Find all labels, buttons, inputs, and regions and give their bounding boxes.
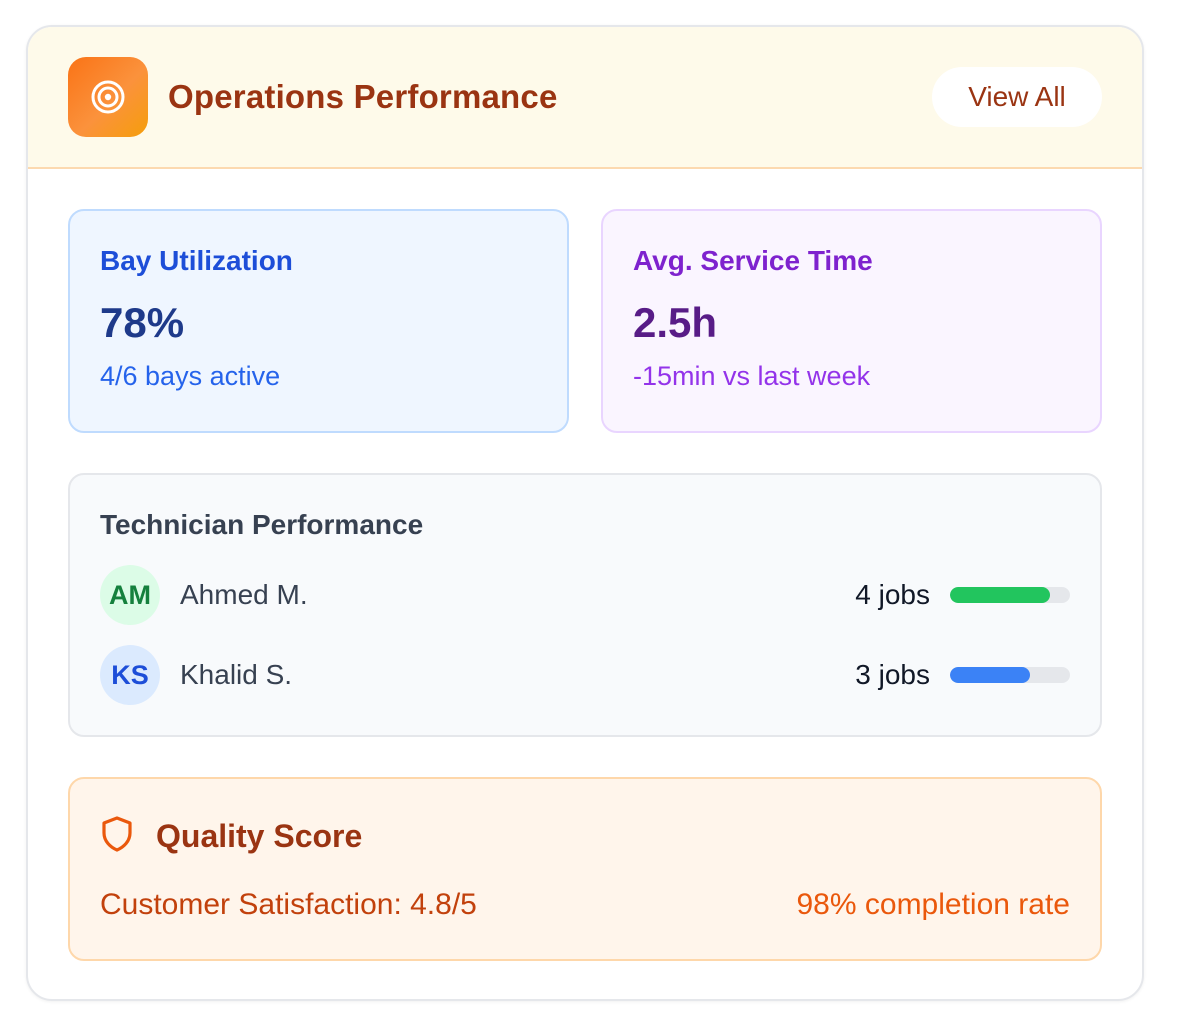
progress-bar-track xyxy=(950,667,1070,683)
card-body: Bay Utilization 78% 4/6 bays active Avg.… xyxy=(28,169,1142,961)
progress-bar-fill xyxy=(950,587,1050,603)
stat-value: 2.5h xyxy=(633,299,718,346)
progress-bar-track xyxy=(950,587,1070,603)
jobs-count: 3 jobs xyxy=(855,659,930,690)
jobs-count: 4 jobs xyxy=(855,579,930,610)
card-header: Operations Performance View All xyxy=(28,27,1142,169)
stat-value: 78% xyxy=(100,299,185,346)
quality-score-title: Quality Score xyxy=(156,818,363,854)
bay-utilization-stat: Bay Utilization 78% 4/6 bays active xyxy=(68,209,569,433)
stat-subtext: -15min vs last week xyxy=(633,361,871,391)
quality-score-panel: Quality Score Customer Satisfaction: 4.8… xyxy=(68,777,1102,961)
stat-label: Bay Utilization xyxy=(100,245,293,276)
quality-score-details: Customer Satisfaction: 4.8/5 98% complet… xyxy=(100,888,1070,922)
quality-score-header: Quality Score xyxy=(100,815,1070,858)
target-icon xyxy=(68,57,148,137)
operations-performance-card: Operations Performance View All Bay Util… xyxy=(26,25,1144,1001)
technician-performance-title: Technician Performance xyxy=(100,509,424,540)
technician-row[interactable]: AM Ahmed M. 4 jobs xyxy=(100,563,1070,627)
progress-bar-fill xyxy=(950,667,1031,683)
stat-label: Avg. Service Time xyxy=(633,245,873,276)
completion-rate: 98% completion rate xyxy=(796,888,1071,921)
card-title: Operations Performance xyxy=(168,78,558,115)
stat-subtext: 4/6 bays active xyxy=(100,361,281,391)
avatar: KS xyxy=(100,645,160,705)
view-all-button[interactable]: View All xyxy=(932,67,1102,127)
technician-stats: 3 jobs xyxy=(855,659,1070,691)
technician-performance-panel: Technician Performance AM Ahmed M. 4 job… xyxy=(68,473,1102,737)
technician-row[interactable]: KS Khalid S. 3 jobs xyxy=(100,643,1070,707)
technician-name: Ahmed M. xyxy=(180,579,308,610)
avg-service-time-stat: Avg. Service Time 2.5h -15min vs last we… xyxy=(601,209,1102,433)
technician-stats: 4 jobs xyxy=(855,579,1070,611)
stats-row: Bay Utilization 78% 4/6 bays active Avg.… xyxy=(68,209,1102,433)
shield-icon xyxy=(100,815,134,858)
customer-satisfaction: Customer Satisfaction: 4.8/5 xyxy=(100,888,477,921)
technician-name: Khalid S. xyxy=(180,659,293,690)
avatar: AM xyxy=(100,565,160,625)
